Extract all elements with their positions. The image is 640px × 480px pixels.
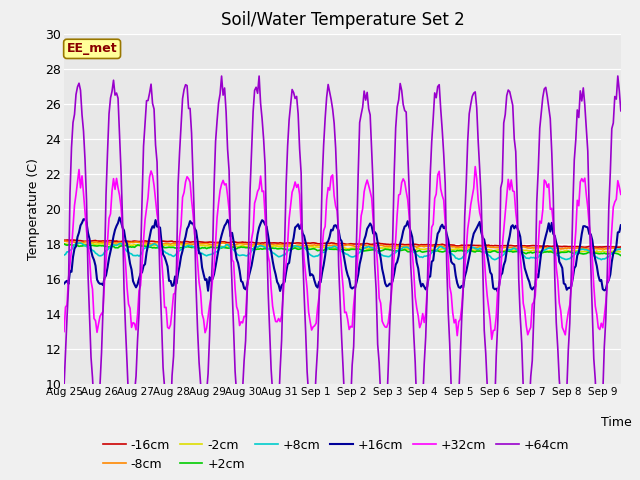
-16cm	[249, 240, 257, 245]
-8cm	[614, 247, 621, 252]
-8cm	[470, 245, 477, 251]
-16cm	[617, 244, 625, 250]
+32cm	[488, 336, 495, 342]
-8cm	[617, 246, 625, 252]
+8cm	[470, 245, 477, 251]
+32cm	[617, 192, 625, 197]
-2cm	[153, 242, 161, 248]
+32cm	[468, 193, 476, 199]
-2cm	[78, 240, 86, 246]
-2cm	[604, 249, 611, 255]
+64cm	[607, 170, 614, 176]
+8cm	[491, 257, 499, 263]
-8cm	[153, 240, 161, 246]
-2cm	[617, 249, 625, 254]
-2cm	[249, 243, 257, 249]
X-axis label: Time: Time	[601, 416, 632, 429]
-16cm	[346, 241, 353, 247]
+8cm	[617, 246, 625, 252]
+2cm	[344, 247, 351, 253]
Y-axis label: Temperature (C): Temperature (C)	[27, 158, 40, 260]
+16cm	[470, 231, 477, 237]
+32cm	[344, 316, 351, 322]
+64cm	[131, 390, 138, 396]
-8cm	[249, 242, 257, 248]
-8cm	[61, 238, 69, 244]
-8cm	[60, 238, 68, 244]
+32cm	[472, 164, 479, 169]
+8cm	[153, 242, 161, 248]
-16cm	[132, 239, 140, 244]
Text: EE_met: EE_met	[67, 42, 117, 55]
+2cm	[152, 245, 159, 251]
+2cm	[468, 248, 476, 254]
+8cm	[60, 252, 68, 258]
-16cm	[608, 244, 616, 250]
+2cm	[248, 246, 255, 252]
+16cm	[494, 289, 502, 295]
+2cm	[605, 251, 612, 257]
+8cm	[132, 253, 140, 259]
+8cm	[77, 240, 84, 246]
Legend: -16cm, -8cm, -2cm, +2cm, +8cm, +16cm, +32cm, +64cm: -16cm, -8cm, -2cm, +2cm, +8cm, +16cm, +3…	[98, 433, 574, 476]
-16cm	[60, 237, 68, 243]
+64cm	[270, 429, 278, 434]
-16cm	[470, 242, 477, 248]
+32cm	[248, 236, 255, 242]
-2cm	[132, 242, 140, 248]
Line: -16cm: -16cm	[64, 240, 621, 247]
+64cm	[152, 142, 159, 148]
+2cm	[617, 252, 625, 258]
+32cm	[608, 226, 616, 232]
Line: +32cm: +32cm	[64, 167, 621, 339]
-2cm	[608, 249, 616, 254]
+16cm	[249, 254, 257, 260]
+2cm	[131, 244, 138, 250]
-16cm	[581, 244, 589, 250]
Line: +64cm: +64cm	[64, 76, 621, 432]
Line: +16cm: +16cm	[64, 217, 621, 292]
+16cm	[116, 215, 124, 220]
+2cm	[60, 241, 68, 247]
+16cm	[608, 259, 616, 264]
+64cm	[617, 108, 625, 114]
-2cm	[60, 241, 68, 247]
+16cm	[617, 222, 625, 228]
+64cm	[470, 90, 477, 96]
-8cm	[132, 239, 140, 245]
+64cm	[60, 384, 68, 390]
+8cm	[346, 253, 353, 259]
Line: -8cm: -8cm	[64, 241, 621, 250]
-8cm	[607, 245, 614, 251]
Line: +8cm: +8cm	[64, 243, 621, 260]
+64cm	[248, 147, 255, 153]
+16cm	[153, 224, 161, 229]
-16cm	[153, 239, 161, 245]
+32cm	[131, 321, 138, 326]
+16cm	[132, 285, 140, 290]
-16cm	[63, 237, 71, 243]
+16cm	[60, 281, 68, 287]
+64cm	[614, 73, 621, 79]
+32cm	[152, 197, 159, 203]
+8cm	[608, 251, 616, 257]
-2cm	[346, 246, 353, 252]
+32cm	[60, 329, 68, 335]
Line: -2cm: -2cm	[64, 243, 621, 252]
-2cm	[470, 247, 477, 253]
Title: Soil/Water Temperature Set 2: Soil/Water Temperature Set 2	[221, 11, 464, 29]
Line: +2cm: +2cm	[64, 244, 621, 255]
+8cm	[249, 246, 257, 252]
+16cm	[346, 276, 353, 282]
-8cm	[346, 242, 353, 248]
+64cm	[346, 411, 353, 417]
